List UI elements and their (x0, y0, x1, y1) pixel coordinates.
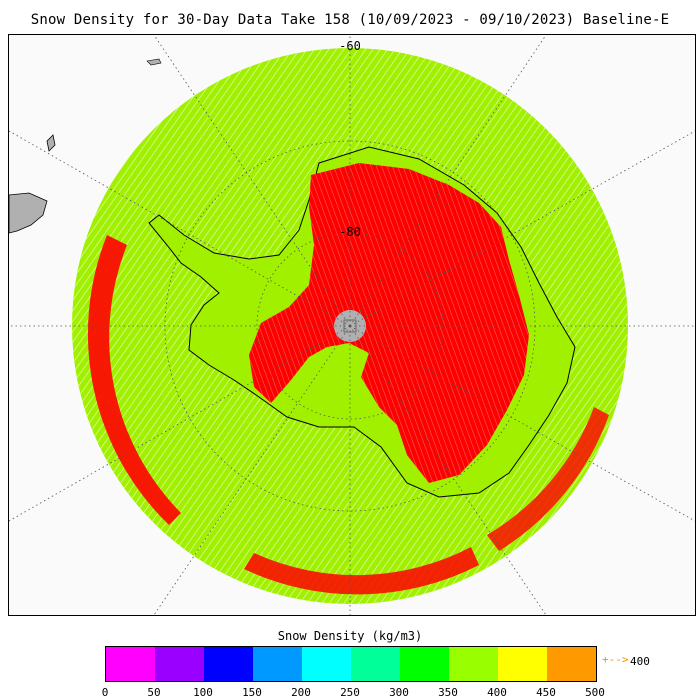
colorbar-tick-label: 0 (101, 686, 109, 699)
map-frame: -60 -80 (8, 34, 696, 616)
colorbar-title: Snow Density (kg/m3) (277, 629, 423, 643)
colorbar-tick-label: 350 (438, 686, 458, 699)
ice-sheet-streaks (249, 163, 529, 483)
colorbar-tick-label: 450 (536, 686, 556, 699)
colorbar-tick-label: 300 (389, 686, 409, 699)
overflow-arrow: +--> (602, 653, 629, 666)
south-america-land (9, 192, 48, 234)
colorbar-cell (204, 647, 253, 681)
colorbar-cell (498, 647, 547, 681)
colorbar-tick-label: 50 (147, 686, 161, 699)
map-title: Snow Density for 30-Day Data Take 158 (1… (30, 12, 670, 28)
colorbar-cell (400, 647, 449, 681)
outer-red-arc-southeast (487, 407, 609, 551)
colorbar (105, 646, 597, 682)
outer-red-arc-west (87, 235, 181, 525)
lat-label-60: -60 (339, 39, 361, 53)
colorbar-tick-label: 250 (340, 686, 360, 699)
colorbar-cell (253, 647, 302, 681)
colorbar-cell (449, 647, 498, 681)
outer-red-arc-south (244, 547, 479, 595)
colorbar-cell (155, 647, 204, 681)
colorbar-tick-label: 150 (242, 686, 262, 699)
overflow-label: 400 (630, 655, 650, 668)
colorbar-tick-label: 400 (487, 686, 507, 699)
south-georgia (146, 58, 162, 66)
colorbar-cell (351, 647, 400, 681)
colorbar-cell (547, 647, 596, 681)
graticule (9, 35, 695, 615)
lat-label-80: -80 (339, 225, 361, 239)
colorbar-cell (106, 647, 155, 681)
colorbar-tick-label: 500 (585, 686, 605, 699)
colorbar-tick-label: 200 (291, 686, 311, 699)
polar-map: -60 -80 (9, 35, 695, 615)
colorbar-cell (302, 647, 351, 681)
colorbar-tick-label: 100 (193, 686, 213, 699)
falkland-islands (46, 134, 56, 152)
